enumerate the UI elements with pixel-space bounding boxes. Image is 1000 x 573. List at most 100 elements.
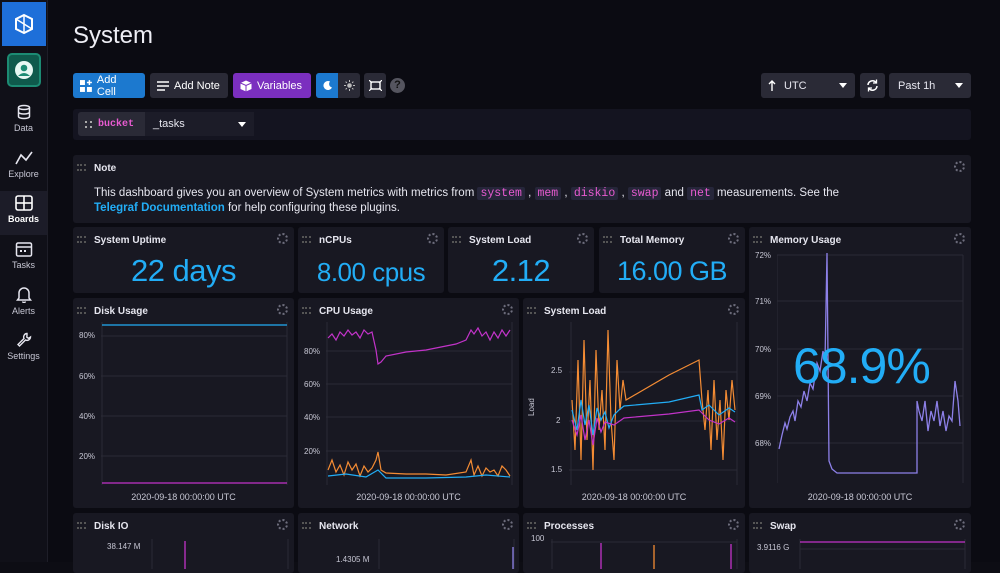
timezone-dropdown[interactable]: UTC [761,73,855,98]
sidebar-item-tasks[interactable]: Tasks [0,237,47,281]
time-range-value: Past 1h [898,79,936,92]
influx-logo[interactable] [2,2,46,46]
memory-stat-overlay: 68.9% [793,338,931,394]
cell-title: System Load [469,235,532,246]
add-cell-button[interactable]: Add Cell [73,73,145,98]
drag-handle-icon[interactable] [85,120,92,128]
drag-handle-icon[interactable] [452,236,461,243]
cpu-line-plot [326,322,513,485]
x-axis-label: 2020-09-18 00:00:00 UTC [131,492,236,502]
drag-handle-icon[interactable] [753,236,762,243]
database-icon [17,104,30,120]
drag-handle-icon[interactable] [527,307,536,314]
time-range-dropdown[interactable]: Past 1h [889,73,971,98]
cell-title: Total Memory [620,235,685,246]
note-text: for help configuring these plugins. [224,202,400,214]
refresh-button[interactable] [860,73,885,98]
dashboard-icon [14,195,33,211]
sidebar-item-explore[interactable]: Explore [0,146,47,190]
moon-icon[interactable] [316,73,338,98]
y-tick-label: 60% [79,372,96,381]
dashboard-main: System Add Cell Add Note Variables ? UTC… [48,0,1000,573]
drag-handle-icon[interactable] [527,522,536,529]
network-line-plot [378,539,515,569]
add-cell-label: Add Cell [96,73,117,98]
drag-handle-icon[interactable] [603,236,612,243]
gear-icon[interactable] [728,304,739,315]
cell-title: Disk Usage [94,306,148,317]
user-avatar[interactable] [7,53,41,87]
chevron-down-icon [839,83,847,88]
gear-icon[interactable] [277,519,288,530]
drag-handle-icon[interactable] [302,307,311,314]
cell-title: nCPUs [319,235,352,246]
chevron-down-icon [955,83,963,88]
y-tick-label: 70% [755,345,772,354]
cpu-usage-cell: CPU Usage 80% 60% 40% 20% 2020-09-18 00:… [298,298,519,508]
y-tick-label: 69% [755,392,772,401]
measurement-code: diskio [570,187,619,200]
drag-handle-icon[interactable] [302,236,311,243]
presentation-mode-button[interactable] [364,73,386,98]
sidebar-item-settings[interactable]: Settings [0,328,47,372]
y-tick-label: 100 [531,534,545,543]
note-text: , [621,187,625,199]
y-tick-label: 72% [755,251,772,260]
sidebar-item-label: Boards [7,214,39,224]
drag-handle-icon[interactable] [77,164,86,171]
total-memory-cell: Total Memory 16.00 GB [599,227,745,293]
sidebar-item-data[interactable]: Data [0,100,47,144]
drag-handle-icon[interactable] [753,522,762,529]
bell-icon [15,287,32,303]
swap-line-plot [799,539,966,569]
note-text: and [664,187,684,199]
sidebar-item-label: Explore [8,169,39,179]
gear-icon[interactable] [427,233,438,244]
gear-icon[interactable] [954,519,965,530]
y-tick-label: 68% [755,439,772,448]
system-load-chart-cell: System Load Load 2.5 2 1.5 2020-09-18 00… [523,298,745,508]
cell-title: Swap [770,521,797,532]
gear-icon[interactable] [954,233,965,244]
uptime-cell: System Uptime 22 days [73,227,294,293]
swap-cell: Swap 3.9116 G [749,513,971,573]
x-axis-label: 2020-09-18 00:00:00 UTC [356,492,461,502]
drag-handle-icon[interactable] [77,236,86,243]
drag-handle-icon[interactable] [77,522,86,529]
y-tick-label: 80% [304,347,321,356]
gear-icon[interactable] [728,233,739,244]
sidebar-item-boards[interactable]: Boards [0,191,47,235]
telegraf-docs-link[interactable]: Telegraf Documentation [94,202,225,214]
note-cell: Note This dashboard gives you an overvie… [73,155,971,223]
stat-value: 22 days [130,253,237,288]
stat-value: 16.00 GB [616,256,728,286]
gear-icon[interactable] [502,519,513,530]
gear-icon[interactable] [277,233,288,244]
calendar-icon [15,242,32,257]
timezone-value: UTC [784,79,807,92]
gear-icon[interactable] [502,304,513,315]
sidebar-item-label: Data [13,123,33,133]
system-load-stat-cell: System Load 2.12 [448,227,594,293]
theme-toggle[interactable] [316,73,360,98]
gear-icon[interactable] [577,233,588,244]
sidebar-item-alerts[interactable]: Alerts [0,282,47,326]
explore-graph-icon [14,151,33,165]
drag-handle-icon[interactable] [302,522,311,529]
drag-handle-icon[interactable] [77,307,86,314]
arrow-up-icon [768,80,776,91]
gear-icon[interactable] [728,519,739,530]
gear-icon[interactable] [954,161,965,172]
sun-icon[interactable] [338,73,360,98]
gear-icon[interactable] [277,304,288,315]
variables-button[interactable]: Variables [233,73,311,98]
add-cell-icon [80,79,92,92]
bucket-variable-dropdown[interactable]: bucket _tasks [78,112,254,136]
add-note-button[interactable]: Add Note [150,73,228,98]
help-icon[interactable]: ? [390,78,405,93]
note-text: , [528,187,532,199]
y-tick-label: 40% [79,412,96,421]
sidebar-item-label: Alerts [11,306,35,316]
y-tick-label: 20% [79,452,96,461]
note-text: measurements. See the [713,187,840,199]
